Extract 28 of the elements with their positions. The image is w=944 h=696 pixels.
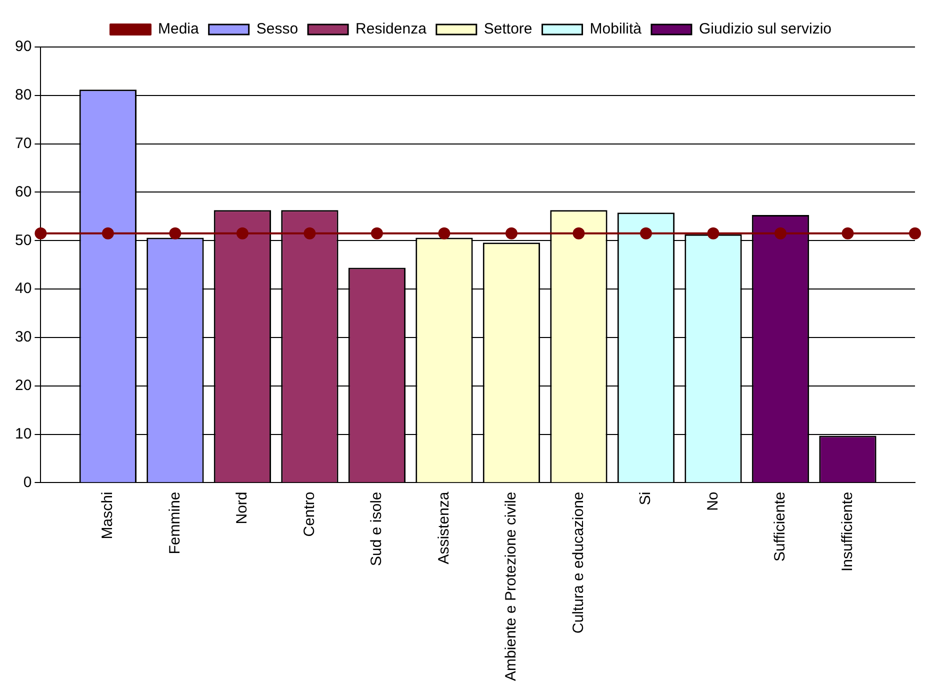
x-tick-label: Sud e isole bbox=[368, 492, 386, 566]
x-tick-label: Sufficiente bbox=[772, 492, 789, 562]
legend-label: Residenza bbox=[356, 20, 428, 38]
y-tick-label: 90 bbox=[14, 38, 32, 56]
x-tick-label: Nord bbox=[234, 492, 251, 524]
x-tick-label: Maschi bbox=[99, 492, 116, 540]
x-tick-label: Cultura e educazione bbox=[570, 492, 587, 634]
x-tick-label: Ambiente e Protezione civile bbox=[502, 492, 520, 681]
y-tick-label: 40 bbox=[14, 280, 32, 298]
y-tick-label: 60 bbox=[14, 183, 32, 200]
y-tick-label: 80 bbox=[14, 86, 32, 104]
legend-label: Sesso bbox=[256, 20, 298, 38]
legend-label: Mobilità bbox=[590, 20, 642, 38]
x-tick-label: Centro bbox=[300, 492, 318, 537]
x-tick-label: Assistenza bbox=[435, 491, 452, 564]
x-tick-label: No bbox=[704, 492, 722, 511]
y-tick-label: 0 bbox=[23, 474, 32, 491]
y-tick-label: 50 bbox=[14, 232, 32, 249]
y-tick-label: 30 bbox=[14, 328, 32, 346]
legend-label: Settore bbox=[484, 20, 532, 38]
y-tick-label: 10 bbox=[14, 425, 32, 442]
y-tick-label: 70 bbox=[14, 134, 32, 152]
legend-label: Giudizio sul servizio bbox=[698, 20, 832, 38]
x-tick-label: Insufficiente bbox=[838, 492, 856, 572]
legend-label: Media bbox=[158, 20, 200, 38]
x-tick-label: Si bbox=[637, 492, 654, 506]
x-tick-label: Femmine bbox=[166, 492, 184, 554]
y-tick-label: 20 bbox=[14, 377, 32, 394]
